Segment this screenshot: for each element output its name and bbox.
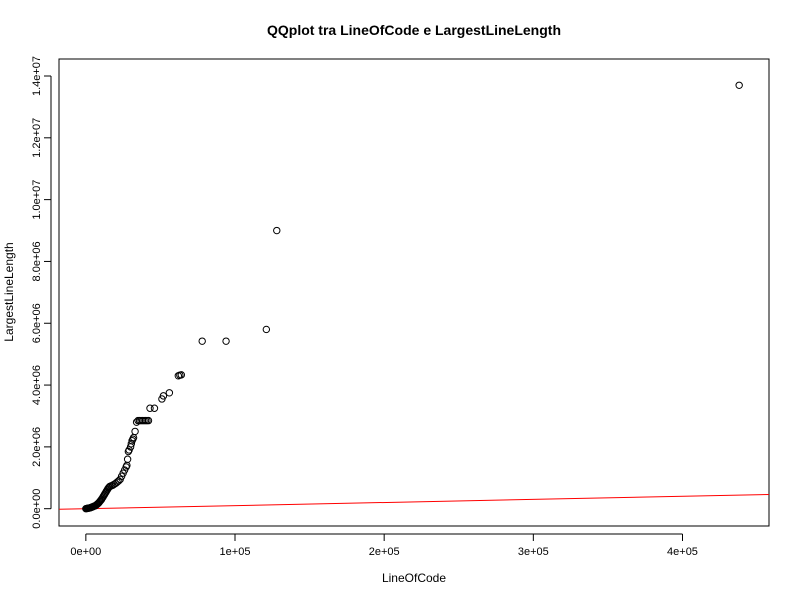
data-point	[150, 404, 159, 412]
data-point	[198, 337, 206, 345]
data-point	[165, 389, 174, 397]
data-point	[146, 404, 154, 412]
data-point	[159, 392, 168, 400]
x-tick-label: 2e+05	[369, 546, 400, 558]
y-tick-label: 4.0e+06	[31, 365, 43, 405]
data-point	[262, 325, 271, 334]
data-point	[123, 455, 132, 463]
data-point	[735, 81, 743, 89]
y-tick-label: 1.4e+07	[31, 56, 43, 96]
data-point	[131, 427, 139, 436]
y-axis: 0.0e+00 2.0e+06 4.0e+06 6.0e+06 8.0e+06 1.0e+…	[31, 56, 52, 529]
y-tick-label: 1.2e+07	[31, 118, 43, 158]
reference-line-layer	[58, 493, 770, 510]
reference-line	[58, 493, 770, 510]
x-axis: 0e+00 1e+05 2e+05 3e+05 4e+05	[70, 533, 698, 558]
y-tick-label: 0.0e+00	[31, 489, 43, 529]
x-tick-label: 3e+05	[518, 546, 549, 558]
points-layer	[82, 81, 743, 513]
data-point	[144, 416, 153, 425]
data-point	[177, 371, 186, 379]
y-tick-label: 6.0e+06	[31, 303, 43, 343]
data-point	[222, 337, 230, 345]
data-point	[127, 440, 136, 448]
data-point	[273, 226, 281, 235]
x-tick-label: 1e+05	[220, 546, 251, 558]
y-tick-label: 2.0e+06	[31, 427, 43, 467]
y-tick-label: 1.0e+07	[31, 180, 43, 220]
y-axis-label: LargestLineLength	[2, 242, 16, 341]
plot-frame	[58, 58, 770, 527]
x-axis-label: LineOfCode	[382, 571, 446, 585]
chart-title: QQplot tra LineOfCode e LargestLineLengt…	[267, 22, 561, 38]
y-tick-label: 8.0e+06	[31, 241, 43, 281]
x-tick-label: 0e+00	[70, 546, 101, 558]
x-tick-label: 4e+05	[667, 546, 698, 558]
